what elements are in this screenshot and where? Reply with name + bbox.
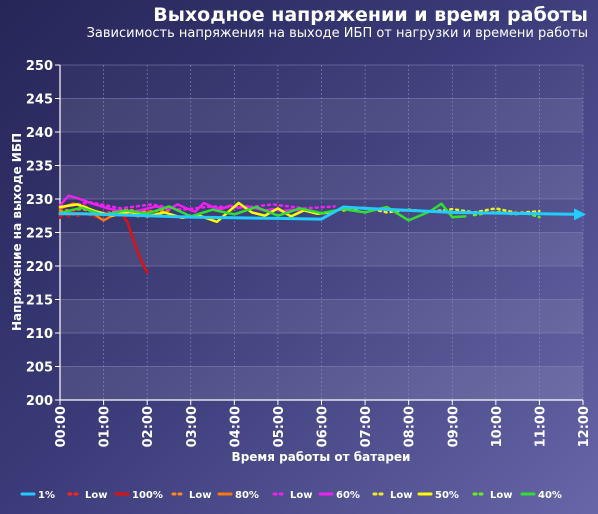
legend-label: 1% (38, 490, 55, 501)
x-tick-label: 01:00 (98, 406, 113, 447)
y-tick-label: 230 (26, 193, 53, 208)
axis-labels: Время работы от батареи Напряжение на вы… (10, 133, 410, 464)
y-tick-label: 210 (26, 327, 53, 342)
legend-label: Low (85, 490, 107, 501)
legend-label: Low (189, 490, 211, 501)
legend-label: 100% (132, 490, 163, 501)
x-tick-label: 03:00 (185, 406, 200, 447)
x-tick-label: 08:00 (403, 406, 418, 447)
x-tick-label: 00:00 (54, 406, 69, 447)
legend: 1% Low 100% Low 80% Low 60% Low 50% Low 40% (20, 490, 562, 501)
x-tick-label: 12:00 (577, 406, 592, 447)
axes: 200 205 210 215 220 225 230 235 240 245 250 00:00 01… (26, 59, 592, 447)
x-tick-label: 02:00 (141, 406, 156, 447)
x-tick-label: 07:00 (359, 406, 374, 447)
y-tick-label: 250 (26, 59, 53, 74)
legend-label: Low (290, 490, 312, 501)
legend-label: Low (490, 490, 512, 501)
grid-lines (59, 64, 584, 401)
x-tick-label: 05:00 (272, 406, 287, 447)
x-tick-label: 11:00 (533, 406, 548, 447)
chart-subtitle: Зависимость напряжения на выходе ИБП от … (86, 26, 588, 41)
x-tick-label: 09:00 (446, 406, 461, 447)
y-tick-label: 245 (26, 93, 53, 108)
plot-band (60, 299, 583, 333)
series-lines (58, 194, 586, 274)
y-tick-label: 225 (26, 227, 53, 242)
y-tick-label: 215 (26, 294, 53, 309)
legend-label: Low (390, 490, 412, 501)
chart-title: Выходное напряжении и время работы (153, 4, 588, 26)
series-line-11 (58, 202, 467, 222)
series-arrowhead (574, 208, 586, 221)
legend-label: 40% (538, 490, 562, 501)
y-tick-label: 220 (26, 260, 53, 275)
y-tick-label: 240 (26, 126, 53, 141)
legend-label: 80% (235, 490, 259, 501)
x-tick-label: 06:00 (316, 406, 331, 447)
y-tick-label: 205 (26, 361, 53, 376)
x-axis-label: Время работы от батареи (232, 450, 411, 464)
series-line-1 (58, 205, 585, 221)
y-axis-label: Напряжение на выходе ИБП (10, 133, 24, 331)
legend-label: 50% (435, 490, 459, 501)
x-tick-label: 04:00 (228, 406, 243, 447)
y-tick-label: 235 (26, 160, 53, 175)
legend-label: 60% (336, 490, 360, 501)
y-tick-label: 200 (26, 394, 53, 409)
x-tick-label: 10:00 (490, 406, 505, 447)
